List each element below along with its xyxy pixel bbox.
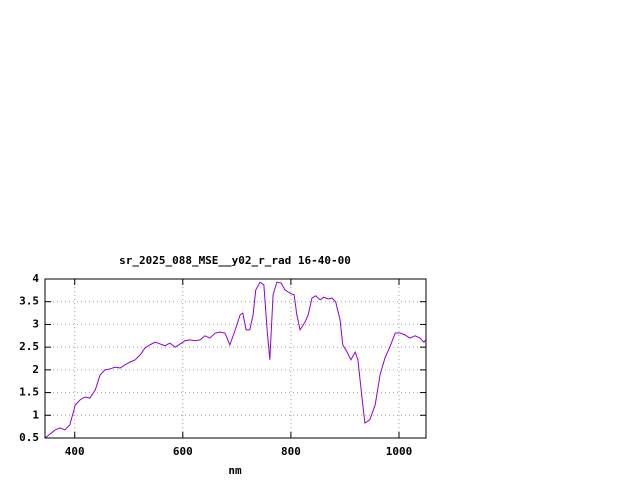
chart-title: sr_2025_088_MSE__y02_r_rad 16-40-00	[119, 254, 351, 267]
x-tick-label: 1000	[386, 445, 413, 458]
x-tick-label: 800	[281, 445, 301, 458]
x-tick-label: 600	[173, 445, 193, 458]
plot-area: 0.5 1 1.5 2 2.5 3 3.5 4 400 600 800 1000	[19, 272, 427, 458]
y-tick-label: 4	[32, 272, 39, 285]
y-tick-label: 1	[32, 408, 39, 421]
y-tick-label: 0.5	[19, 431, 39, 444]
y-tick-label: 1.5	[19, 386, 39, 399]
y-tick-label: 2.5	[19, 340, 39, 353]
y-tick-label: 3	[32, 317, 39, 330]
y-tick-label: 3.5	[19, 295, 39, 308]
x-tick-label: 400	[65, 445, 85, 458]
plot-frame	[44, 278, 427, 439]
x-axis-label: nm	[228, 464, 242, 477]
y-tick-label: 2	[32, 363, 39, 376]
data-line	[44, 281, 427, 439]
